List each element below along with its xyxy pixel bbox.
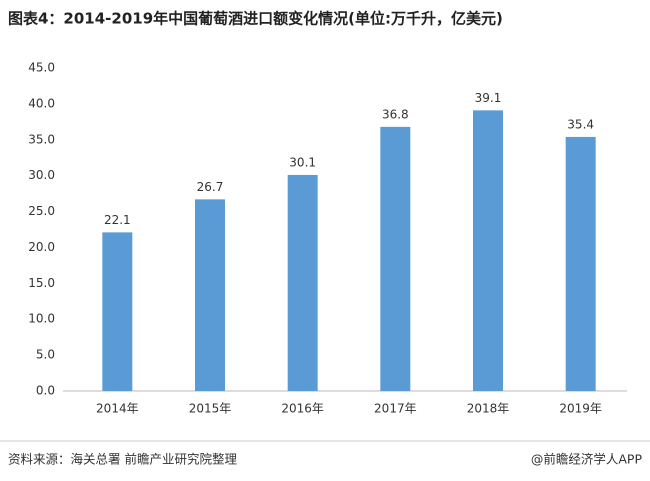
y-tick-label: 40.0 bbox=[28, 96, 55, 110]
x-tick-label: 2017年 bbox=[374, 402, 417, 416]
x-tick-label: 2015年 bbox=[189, 402, 232, 416]
data-label: 22.1 bbox=[104, 213, 131, 227]
x-tick-label: 2019年 bbox=[559, 402, 602, 416]
data-label: 39.1 bbox=[475, 91, 502, 105]
chart-title: 图表4：2014-2019年中国葡萄酒进口额变化情况(单位:万千升，亿美元) bbox=[8, 10, 503, 28]
bar bbox=[102, 232, 133, 391]
y-tick-label: 35.0 bbox=[28, 132, 55, 146]
bar bbox=[195, 199, 225, 391]
y-tick-label: 15.0 bbox=[28, 276, 55, 290]
y-tick-label: 45.0 bbox=[28, 61, 55, 75]
data-label: 26.7 bbox=[197, 180, 224, 194]
y-tick-label: 25.0 bbox=[28, 204, 55, 218]
bar bbox=[287, 174, 318, 391]
data-label: 36.8 bbox=[382, 107, 409, 121]
y-tick-label: 10.0 bbox=[28, 312, 55, 326]
x-tick-label: 2018年 bbox=[467, 402, 510, 416]
bar bbox=[473, 110, 503, 392]
x-tick-label: 2016年 bbox=[281, 402, 324, 416]
y-tick-label: 30.0 bbox=[28, 168, 55, 182]
source: 资料来源：海关总署 前瞻产业研究院整理 bbox=[8, 452, 237, 467]
y-tick-label: 5.0 bbox=[36, 348, 55, 362]
y-tick-label: 0.0 bbox=[36, 384, 55, 398]
x-tick-label: 2014年 bbox=[96, 402, 139, 416]
bar bbox=[565, 136, 596, 391]
data-label: 35.4 bbox=[567, 117, 594, 131]
credit: @前瞻经济学人APP bbox=[531, 452, 643, 467]
data-label: 30.1 bbox=[289, 155, 316, 169]
bar bbox=[380, 126, 411, 391]
y-tick-label: 20.0 bbox=[28, 240, 55, 254]
